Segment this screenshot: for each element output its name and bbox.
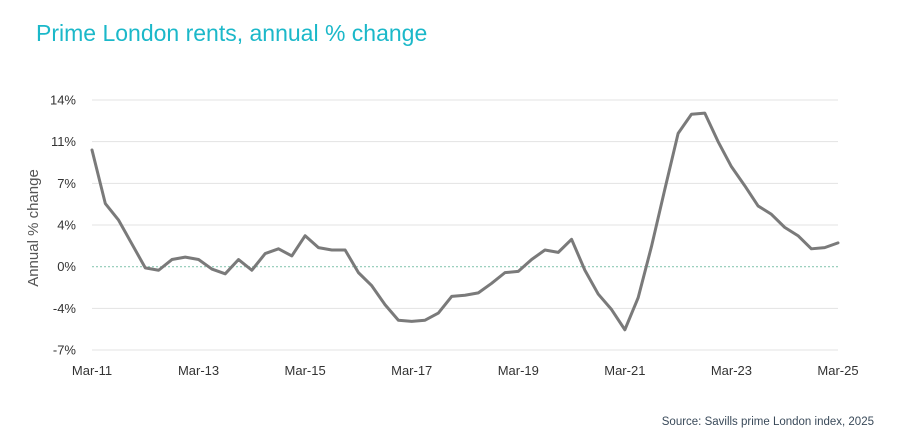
x-tick-label: Mar-11 [72,363,112,378]
y-tick-label: 4% [57,218,76,233]
x-tick-label: Mar-19 [498,363,539,378]
series-line [90,111,840,332]
y-tick-label: 0% [57,259,76,274]
x-tick-label: Mar-25 [817,363,858,378]
y-axis-tick-labels: 14% 11% 7% 4% 0% -4% -7% [50,93,76,358]
y-tick-label: 11% [51,134,76,149]
x-tick-label: Mar-23 [711,363,752,378]
source-note: Source: Savills prime London index, 2025 [661,416,874,428]
gridlines [92,99,838,351]
y-tick-label: 14% [50,93,76,108]
x-tick-label: Mar-13 [178,363,219,378]
chart-title: Prime London rents, annual % change [36,20,428,46]
x-tick-label: Mar-15 [285,363,326,378]
x-axis-tick-labels: Mar-11 Mar-13 Mar-15 Mar-17 Mar-19 Mar-21 Mar-… [72,363,859,378]
data-points [91,112,839,330]
y-tick-label: -4% [53,301,77,316]
x-tick-label: Mar-21 [604,363,645,378]
y-tick-label: -7% [53,343,77,358]
y-axis-title: Annual % change [25,169,42,287]
y-tick-label: 7% [57,176,76,191]
x-tick-label: Mar-17 [391,363,432,378]
